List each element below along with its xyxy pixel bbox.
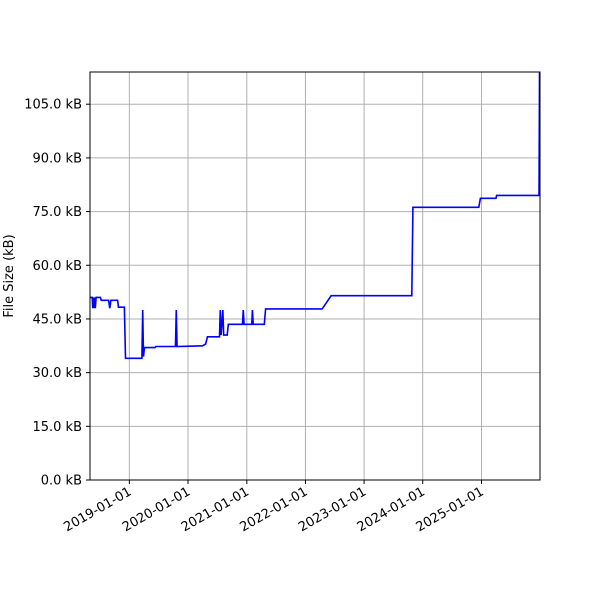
y-tick-label: 30.0 kB	[32, 366, 82, 381]
y-tick-label: 45.0 kB	[32, 312, 82, 327]
grid	[90, 72, 540, 481]
x-axis: 2019-01-012020-01-012021-01-012022-01-01…	[61, 480, 487, 535]
y-tick-label: 60.0 kB	[32, 259, 82, 274]
series-layer	[90, 71, 541, 360]
y-tick-label: 0.0 kB	[41, 474, 82, 489]
y-axis-label: File Size (kB)	[2, 234, 17, 317]
y-tick-label: 15.0 kB	[32, 420, 82, 435]
y-tick-label: 90.0 kB	[32, 151, 82, 166]
y-tick-label: 105.0 kB	[24, 98, 82, 113]
plot-frame	[89, 71, 541, 481]
series-line	[90, 71, 541, 360]
y-axis: 0.0 kB 15.0 kB 30.0 kB 45.0 kB 60.0 kB 75.0 k…	[24, 98, 90, 489]
y-tick-label: 75.0 kB	[32, 205, 82, 220]
